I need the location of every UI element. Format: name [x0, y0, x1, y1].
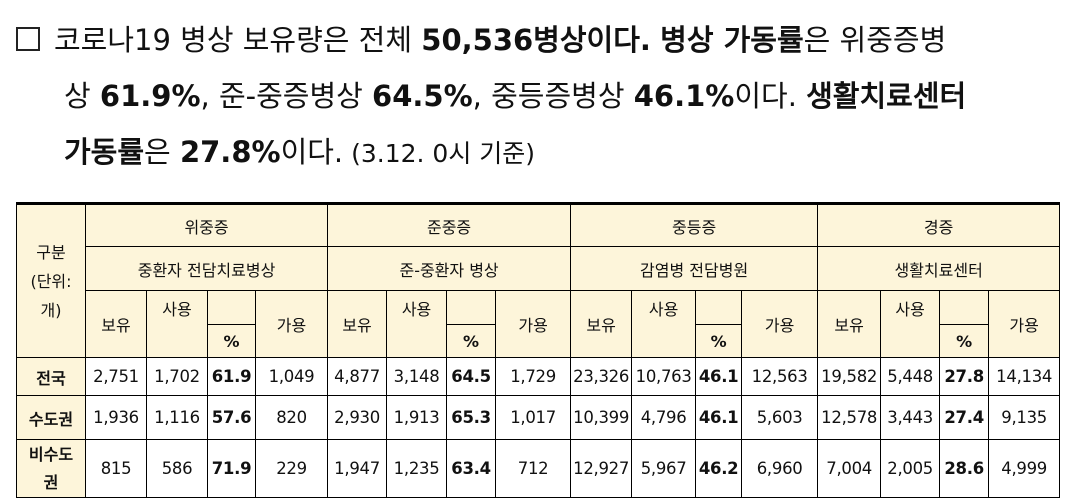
header-row-sub: 보유 사용 가용 보유 사용 가용 보유 사용 가용 보유 사용 가용 — [17, 290, 1061, 358]
percent-cell: 46.2 — [695, 439, 743, 498]
avail-cell: 5,603 — [741, 395, 819, 440]
total-beds-text: 50,536병상이다. — [421, 23, 651, 57]
bed-type-header: 감염병 전담병원 — [570, 246, 819, 291]
header-row-pct: % % % % — [17, 324, 1060, 358]
region-label: 수도권 — [16, 395, 86, 440]
summary-paragraph: 코로나19 병상 보유량은 전체 50,536병상이다. 병상 가동률은 위중증… — [16, 12, 1076, 180]
region-label: 비수도 권 — [16, 439, 86, 498]
percent-cell: 28.6 — [939, 439, 990, 498]
moderate-rate: 46.1% — [633, 79, 735, 113]
bed-type-header: 중환자 전담치료병상 — [84, 246, 329, 291]
avail-cell: 6,960 — [741, 439, 819, 498]
percent-cell: 64.5 — [446, 357, 497, 396]
own-cell: 2,751 — [85, 357, 147, 396]
treatment-center-rate: 27.8% — [179, 135, 281, 169]
percent-cell: 46.1 — [695, 395, 743, 440]
own-header: 보유 — [85, 290, 147, 358]
own-cell: 12,927 — [570, 439, 633, 498]
avail-cell: 229 — [254, 439, 329, 498]
avail-cell: 12,563 — [741, 357, 819, 396]
own-header: 보유 — [327, 290, 388, 358]
severity-header: 중등증 — [570, 202, 819, 247]
own-cell: 23,326 — [570, 357, 633, 396]
avail-header: 가용 — [988, 290, 1061, 358]
own-cell: 1,947 — [327, 439, 388, 498]
percent-cell: 46.1 — [695, 357, 743, 396]
used-cell: 3,148 — [386, 357, 448, 396]
used-cell: 1,702 — [146, 357, 208, 396]
avail-cell: 14,134 — [988, 357, 1061, 396]
avail-header: 가용 — [254, 290, 329, 358]
severity-header: 준중증 — [327, 202, 572, 247]
own-cell: 815 — [85, 439, 147, 498]
bed-status-table: 구분 (단위: 개) 위중증 준중증 중등증 경증 중환자 전담치료병상 준-중… — [16, 202, 1061, 498]
region-label: 전국 — [16, 357, 86, 396]
used-cell: 1,235 — [386, 439, 448, 498]
avail-header: 가용 — [741, 290, 819, 358]
own-cell: 1,936 — [85, 395, 147, 440]
own-cell: 7,004 — [817, 439, 882, 498]
own-cell: 12,578 — [817, 395, 882, 440]
used-cell: 5,967 — [631, 439, 697, 498]
bed-utilization-label: 병상 가동률 — [660, 23, 804, 57]
used-cell: 3,443 — [880, 395, 941, 440]
corner-label: 구분 (단위: 개) — [16, 202, 86, 358]
used-cell: 2,005 — [880, 439, 941, 498]
used-cell: 1,913 — [386, 395, 448, 440]
percent-header: % — [939, 324, 990, 358]
own-cell: 4,877 — [327, 357, 388, 396]
percent-cell: 71.9 — [207, 439, 256, 498]
summary-text: 코로나19 병상 보유량은 전체 — [54, 23, 422, 57]
used-cell: 5,448 — [880, 357, 941, 396]
bed-type-header: 준-중환자 병상 — [327, 246, 572, 291]
used-cell: 4,796 — [631, 395, 697, 440]
semi-critical-rate: 64.5% — [372, 79, 473, 113]
severity-header: 경증 — [817, 202, 1061, 247]
used-cell: 10,763 — [631, 357, 697, 396]
summary-line-2: 상 61.9%, 준-중증병상 64.5%, 중등증병상 46.1%이다. 생활… — [64, 79, 967, 113]
square-outline-icon — [16, 27, 40, 51]
used-header: 사용 — [146, 290, 208, 325]
table-row: 비수도 권 815 586 71.9 229 1,947 1,235 63.4 … — [16, 439, 1061, 498]
avail-cell: 4,999 — [988, 439, 1061, 498]
used-cell: 586 — [146, 439, 208, 498]
percent-cell: 27.8 — [939, 357, 990, 396]
avail-cell: 1,729 — [495, 357, 572, 396]
header-row-type: 중환자 전담치료병상 준-중환자 병상 감염병 전담병원 생활치료센터 — [17, 246, 1061, 291]
percent-cell: 57.6 — [207, 395, 256, 440]
summary-line-3: 가동률은 27.8%이다. (3.12. 0시 기준) — [64, 135, 536, 169]
used-header: 사용 — [386, 290, 448, 325]
percent-cell: 63.4 — [446, 439, 497, 498]
percent-cell: 61.9 — [207, 357, 256, 396]
percent-header: % — [446, 324, 497, 358]
percent-cell: 27.4 — [939, 395, 990, 440]
own-cell: 10,399 — [570, 395, 633, 440]
avail-header: 가용 — [495, 290, 572, 358]
reference-date: (3.12. 0시 기준) — [343, 139, 536, 168]
table-row: 전국 2,751 1,702 61.9 1,049 4,877 3,148 64… — [16, 357, 1061, 396]
avail-cell: 820 — [254, 395, 329, 440]
severity-header: 위중증 — [84, 202, 329, 247]
used-cell: 1,116 — [146, 395, 208, 440]
percent-header: % — [695, 324, 743, 358]
percent-cell: 65.3 — [446, 395, 497, 440]
header-row-severity: 구분 (단위: 개) 위중증 준중증 중등증 경증 — [16, 202, 1061, 358]
avail-cell: 712 — [495, 439, 572, 498]
avail-cell: 1,017 — [495, 395, 572, 440]
table-row: 수도권 1,936 1,116 57.6 820 2,930 1,913 65.… — [16, 395, 1061, 440]
own-header: 보유 — [817, 290, 882, 358]
bed-type-header: 생활치료센터 — [817, 246, 1061, 291]
used-header: 사용 — [631, 290, 697, 325]
avail-cell: 1,049 — [254, 357, 329, 396]
used-header: 사용 — [880, 290, 941, 325]
summary-line-1: 코로나19 병상 보유량은 전체 50,536병상이다. 병상 가동률은 위중증… — [16, 12, 1076, 68]
critical-rate: 61.9% — [99, 79, 201, 113]
percent-header: % — [207, 324, 256, 358]
own-cell: 19,582 — [817, 357, 882, 396]
avail-cell: 9,135 — [988, 395, 1061, 440]
own-header: 보유 — [570, 290, 633, 358]
own-cell: 2,930 — [327, 395, 388, 440]
treatment-center-label: 생활치료센터 — [806, 79, 967, 113]
